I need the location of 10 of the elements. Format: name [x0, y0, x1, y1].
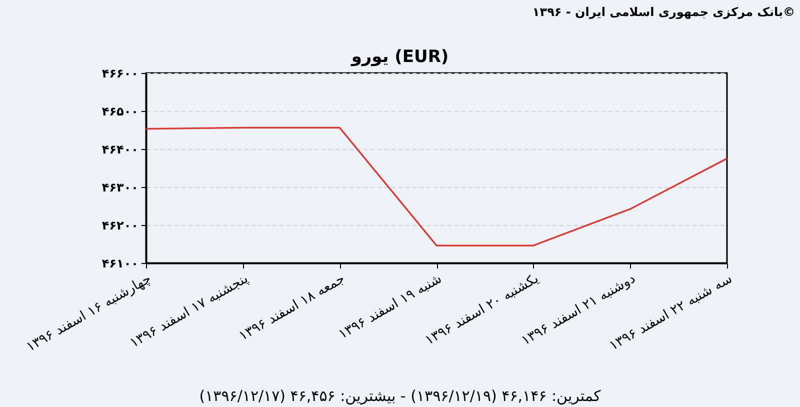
text: کمترین: ۴۶,۱۴۶ (۱۳۹۶/۱۲/۱۹) - بیشترین: ۴۶,۴۵۶ (۱۳۹۶/۱۲/۱۷) [199, 387, 602, 405]
y-tick-label: ۴۶۵۰۰ [102, 104, 138, 118]
y-tick-label: ۴۶۴۰۰ [102, 142, 138, 156]
y-tick-label: ۴۶۳۰۰ [102, 180, 138, 194]
text: بانک مرکزی جمهوری اسلامی ایران - ۱۳۹۶© [532, 5, 795, 19]
y-tick-label: ۴۶۱۰۰ [102, 256, 138, 270]
line-series [145, 126, 728, 246]
y-tick-label: ۴۶۶۰۰ [102, 66, 138, 80]
y-tick-label: ۴۶۲۰۰ [102, 218, 138, 232]
chart-title: یورو (EUR) [350, 47, 449, 67]
